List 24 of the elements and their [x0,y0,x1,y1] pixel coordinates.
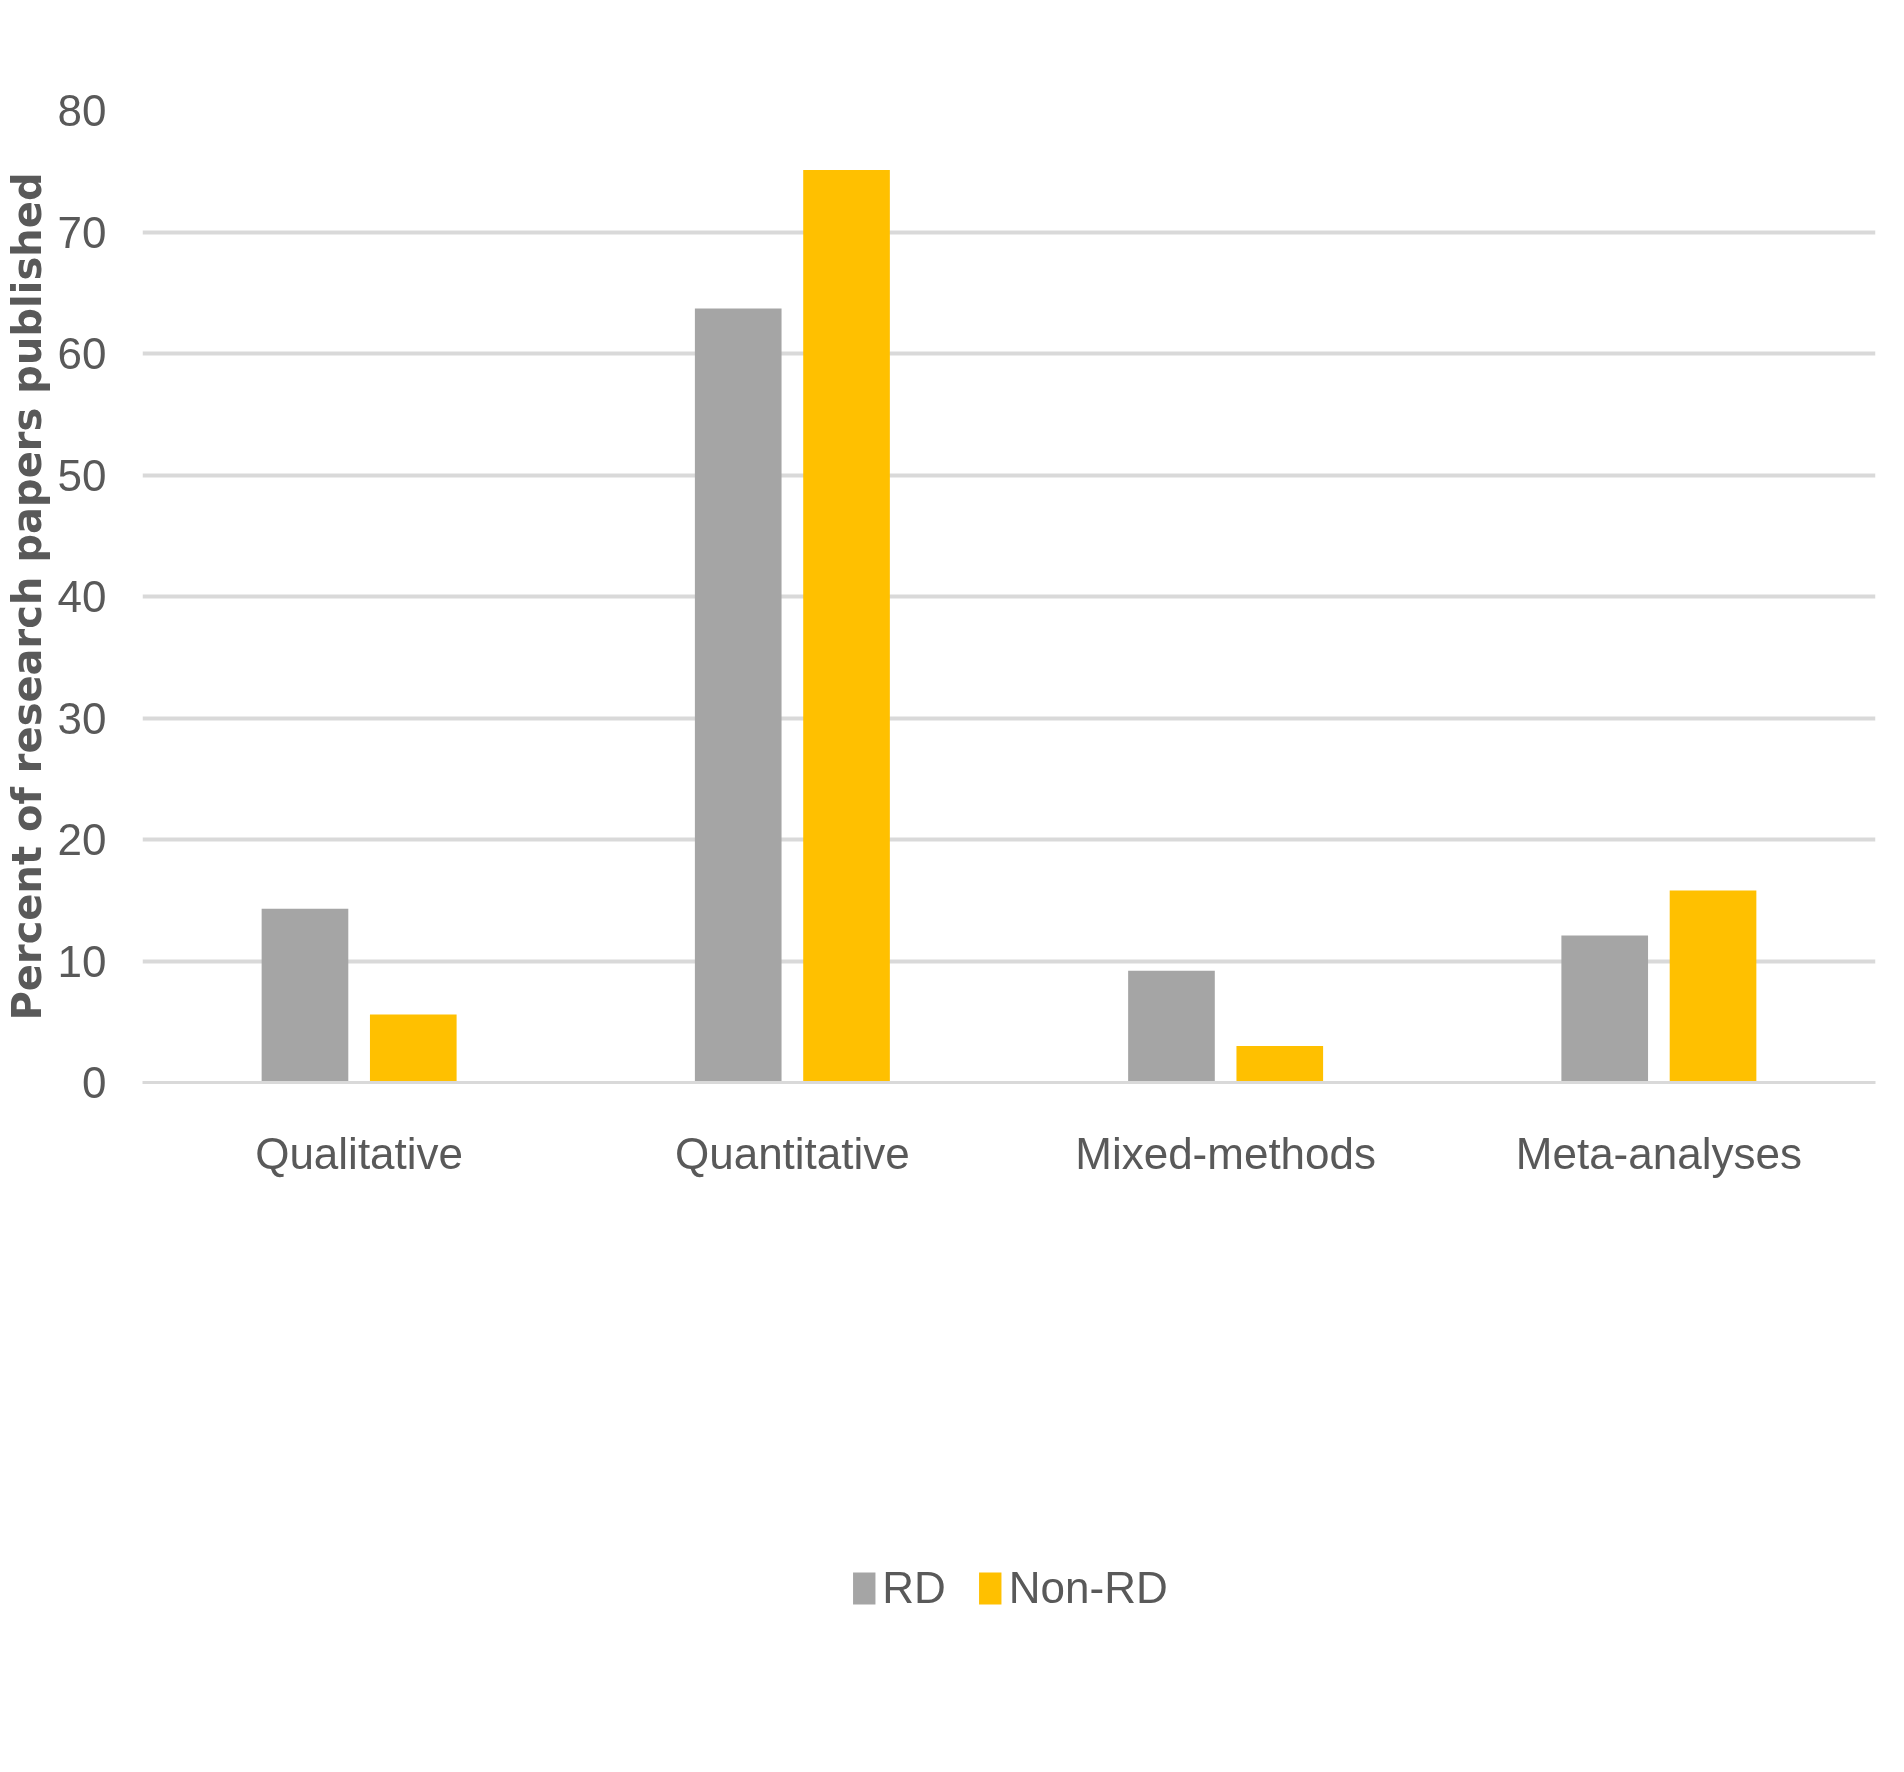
legend-label: RD [882,1562,946,1613]
y-tick-label: 50 [57,450,107,500]
x-tick-label: Meta-analyses [1515,1128,1802,1178]
bar [1669,890,1757,1083]
y-tick-label: 30 [57,693,107,743]
y-tick-label: 0 [82,1058,107,1107]
x-tick-label: Mixed-methods [1075,1128,1377,1178]
x-tick-label: Quantitative [674,1128,910,1178]
y-tick-label: 80 [57,86,107,135]
y-tick-label: 20 [57,815,107,864]
bar [694,308,782,1083]
y-tick-label: 70 [57,207,107,257]
y-tick-label: 60 [57,329,107,378]
bar [803,170,890,1083]
bar [1561,935,1649,1083]
x-tick-label: Qualitative [255,1128,464,1178]
legend-label: Non-RD [1008,1562,1168,1613]
bar [261,908,349,1083]
bar [1128,970,1215,1083]
y-tick-label: 40 [57,572,107,621]
y-tick-label: 10 [57,936,107,986]
bar [369,1014,457,1083]
bar [1236,1046,1324,1083]
y-axis-title: Percent of research papers published [3,172,50,1021]
